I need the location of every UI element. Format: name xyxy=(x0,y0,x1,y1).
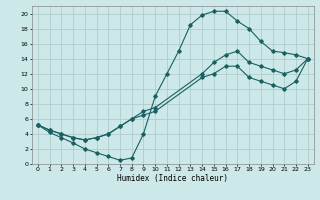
X-axis label: Humidex (Indice chaleur): Humidex (Indice chaleur) xyxy=(117,174,228,183)
